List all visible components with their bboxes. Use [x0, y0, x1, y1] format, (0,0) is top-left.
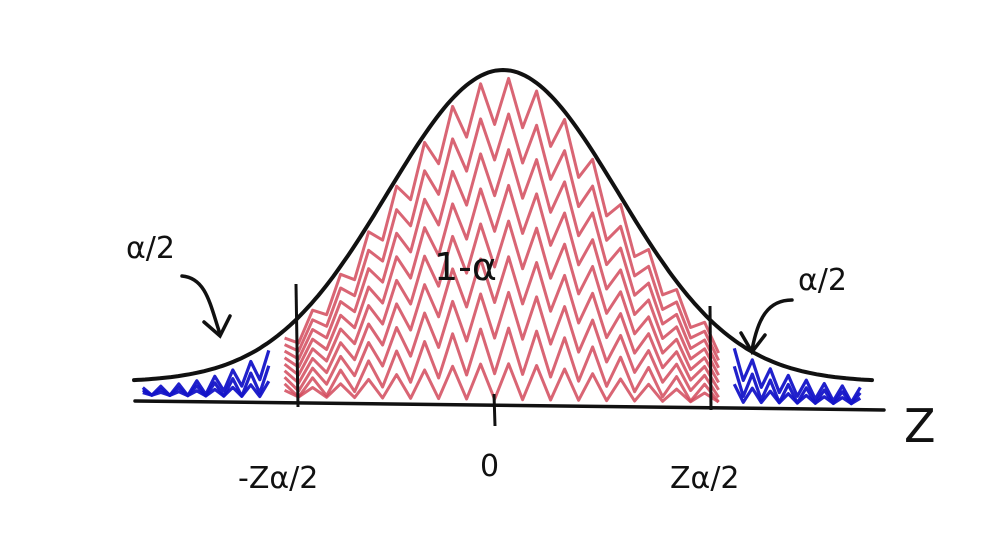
scribble-stroke	[283, 326, 720, 403]
z-axis-label: Z	[904, 399, 936, 453]
left-tail-arrow	[180, 274, 232, 339]
scribble-stroke	[283, 255, 720, 391]
right-tail-label: α/2	[798, 263, 847, 298]
z-axis-line	[133, 399, 886, 412]
right-critical-tick-label: Zα/2	[670, 461, 740, 496]
right-tail-arrow	[739, 298, 794, 356]
scribble-stroke	[283, 112, 720, 362]
scribble-stroke	[732, 383, 862, 406]
scribble-stroke	[283, 362, 720, 404]
center-tick-label: 0	[480, 449, 499, 484]
scribble-stroke	[283, 148, 720, 369]
scribble-stroke	[283, 219, 720, 384]
central-region-shading	[283, 76, 720, 404]
scribble-stroke	[283, 183, 720, 376]
scribble-stroke	[142, 380, 271, 399]
right-critical-line	[708, 305, 713, 411]
left-tail-shading	[141, 349, 271, 399]
scribble-stroke	[284, 76, 720, 354]
left-critical-tick-label: -Zα/2	[238, 461, 318, 496]
center-region-label: 1-α	[434, 245, 497, 289]
center-tick	[492, 393, 497, 427]
right-tail-shading	[732, 347, 862, 406]
left-tail-label: α/2	[126, 231, 175, 266]
bell-curve	[132, 67, 874, 383]
scribble-stroke	[283, 290, 720, 399]
left-critical-line	[294, 283, 300, 408]
scribble-stroke	[732, 347, 862, 404]
